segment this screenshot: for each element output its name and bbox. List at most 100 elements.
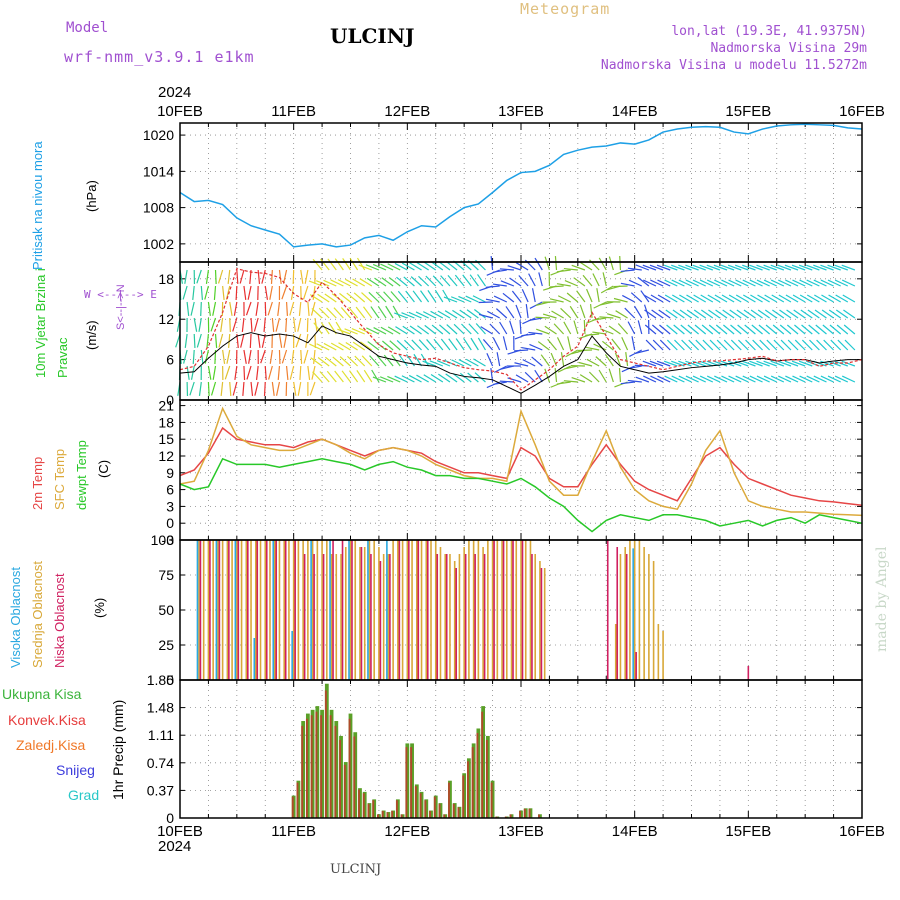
x-label-top: 11FEB (271, 103, 316, 120)
wind-arrow (536, 328, 550, 335)
wind-arrow (834, 264, 848, 271)
precip-bar-konvek (476, 732, 479, 818)
wind-arrow (604, 354, 614, 367)
wind-arrow (196, 333, 202, 348)
wind-arrow (599, 316, 614, 319)
wind-arrow (271, 317, 275, 332)
wind-arrow (309, 381, 316, 396)
wind-arrow (390, 291, 401, 303)
wind-arrow (190, 365, 195, 380)
wind-arrow (299, 365, 302, 381)
wind-arrow (714, 279, 728, 287)
wind-arrow (821, 309, 834, 319)
wind-arrow (184, 269, 188, 284)
dewpt-line (179, 457, 863, 533)
y-tick-label: 1014 (143, 163, 174, 179)
wind-arrow (198, 381, 202, 396)
wind-arrow (182, 285, 188, 300)
wind-arrow (716, 339, 728, 351)
precip-bar-konvek (362, 793, 365, 818)
wind-arrow (841, 360, 856, 367)
wind-arrow (270, 269, 273, 285)
wind-arrow (656, 264, 671, 271)
wind-arrow (772, 309, 785, 319)
wind-arrow (820, 375, 834, 383)
wind-arrow (708, 309, 721, 319)
legend-konvek: Konvek.Kisa (8, 712, 86, 728)
wind-arrow (750, 309, 763, 319)
wind-arrow (671, 294, 685, 303)
wind-arrow (531, 356, 543, 367)
wind-arrow (255, 365, 259, 380)
wind-arrow (257, 269, 261, 284)
wind-arrow (189, 381, 195, 396)
wind-arrow (438, 324, 451, 335)
wind-arrow (297, 381, 302, 396)
wind-arrow (285, 365, 289, 380)
wind-arrow (358, 327, 373, 335)
wind-arrow (474, 372, 486, 383)
wind-arrow (307, 301, 310, 316)
wind-arrow (791, 264, 806, 271)
wind-arrow (778, 294, 792, 303)
wind-arrow (342, 258, 351, 271)
wind-arrow (339, 356, 351, 367)
wind-arrow (502, 336, 508, 351)
wind-arrow (401, 262, 415, 271)
wind-arrow (608, 368, 614, 383)
wind-arrow (685, 279, 699, 287)
wind-arrow (404, 339, 415, 351)
wind-arrow (334, 370, 344, 383)
wind-arrow (563, 267, 578, 271)
footer-station: ULCINJ (330, 862, 382, 877)
wind-arrow (598, 369, 607, 383)
wind-arrow (680, 324, 692, 335)
model-name: wrf-nmm_v3.9.1 e1km (64, 48, 255, 66)
wind-arrow (750, 294, 763, 303)
wind-arrow (474, 309, 486, 319)
precip-bar-konvek (367, 803, 370, 818)
wind-arrow (835, 294, 849, 303)
wind-arrow (303, 349, 309, 364)
wind-arrow (744, 324, 756, 335)
wind-arrow (285, 317, 288, 333)
wind-arrow (255, 301, 259, 316)
wind-arrow (371, 369, 380, 383)
wind-arrow (742, 264, 756, 271)
wind-arrow (801, 339, 813, 351)
wind-arrow (742, 360, 756, 367)
wind-arrow (318, 307, 330, 319)
wind-arrow (743, 294, 756, 303)
wind-arrow (312, 371, 323, 383)
wind-arrow (345, 278, 358, 287)
wind-arrow (657, 279, 671, 287)
wind-arrow (664, 279, 678, 287)
wind-arrow (701, 309, 714, 319)
wind-arrow (751, 324, 763, 335)
wind-arrow (657, 294, 671, 303)
wind-arrow (699, 264, 714, 271)
wind-arrow (738, 339, 749, 351)
precip-bar-konvek (485, 740, 488, 818)
wind-arrow (837, 339, 849, 351)
wind-arrow (392, 305, 401, 319)
wind-arrow (685, 360, 699, 367)
wind-arrow (540, 354, 550, 367)
wind-arrow (538, 272, 543, 287)
wind-arrow (582, 274, 593, 287)
wind-arrow (814, 294, 827, 303)
wind-arrow (699, 279, 714, 287)
wind-arrow (246, 365, 252, 380)
wind-arrow (619, 255, 622, 271)
wind-arrow (424, 324, 437, 335)
wind-arrow (413, 353, 423, 367)
wind-arrow (335, 321, 344, 335)
wind-arrow (635, 376, 650, 383)
wind-arrow (666, 324, 678, 335)
wind-arrow (778, 279, 792, 287)
wind-arrow (554, 255, 558, 271)
wind-arrow (310, 357, 323, 367)
precip-bar-konvek (433, 796, 436, 818)
wind-arrow (492, 283, 507, 287)
wind-arrow (752, 339, 763, 351)
